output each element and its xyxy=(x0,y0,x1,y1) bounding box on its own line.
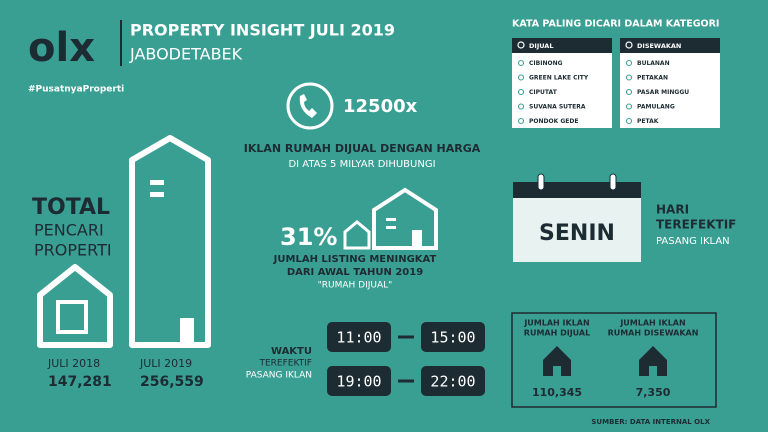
best-day-text: PASANG IKLAN xyxy=(656,236,730,247)
title: PROPERTY INSIGHT JULI 2019 xyxy=(130,21,395,40)
calendar-ring xyxy=(609,173,617,191)
best-day: SENIN xyxy=(539,221,615,246)
time-slot: 19:00 xyxy=(336,373,381,391)
clock xyxy=(421,322,485,352)
phone-handset xyxy=(299,94,317,118)
time-slot: 15:00 xyxy=(430,329,475,347)
clock xyxy=(327,322,391,352)
search-icon xyxy=(625,74,633,81)
source: SUMBER: DATA INTERNAL OLX xyxy=(591,418,710,426)
search-icon xyxy=(517,41,525,49)
keyword-item: PAMULANG xyxy=(637,104,675,111)
house-door xyxy=(649,366,657,376)
total-label: PENCARI xyxy=(34,221,104,240)
logo: olx xyxy=(28,25,95,71)
building-window xyxy=(150,180,164,185)
calendar-top xyxy=(513,182,641,198)
counts-panel xyxy=(511,312,717,408)
call-text: IKLAN RUMAH DIJUAL DENGAN HARGA xyxy=(244,142,481,155)
search-icon xyxy=(517,59,525,67)
count-label: RUMAH DIJUAL xyxy=(524,329,590,338)
total-label: PROPERTI xyxy=(34,241,112,260)
house-icon xyxy=(372,187,438,250)
clock xyxy=(421,366,485,396)
count-value: 7,350 xyxy=(636,386,671,399)
house-icon xyxy=(343,220,371,250)
year-label: JULI 2019 xyxy=(139,357,192,370)
region: JABODETABEK xyxy=(129,45,243,64)
keyword-heading: DISEWAKAN xyxy=(637,42,681,50)
year-value: 256,559 xyxy=(140,374,204,390)
count-label: RUMAH DISEWAKAN xyxy=(608,329,699,338)
time-label: TEREFEKTIF xyxy=(258,359,312,369)
listing-text: "RUMAH DIJUAL" xyxy=(318,281,393,291)
search-icon xyxy=(517,74,525,81)
keyword-search xyxy=(512,38,612,53)
keyword-item: SUVANA SUTERA xyxy=(529,104,586,111)
building-icon xyxy=(129,135,211,348)
clock xyxy=(327,366,391,396)
search-icon xyxy=(517,88,525,96)
time-slot: 11:00 xyxy=(336,329,381,347)
clock-panels xyxy=(327,322,485,396)
count-value: 110,345 xyxy=(532,386,582,399)
keyword-item: PASAR MINGGU xyxy=(637,89,689,96)
year-value: 147,281 xyxy=(48,374,112,390)
best-day-text: HARI xyxy=(656,203,689,217)
keyword-item: GREEN LAKE CITY xyxy=(529,75,589,82)
year-label: JULI 2018 xyxy=(47,357,100,370)
search-icon xyxy=(625,103,633,110)
best-day-text: TEREFEKTIF xyxy=(656,218,736,232)
building-door xyxy=(180,318,194,345)
time-label: WAKTU xyxy=(271,346,312,357)
keyword-item: CIPUTAT xyxy=(529,89,558,96)
keyword-item: CIBINONG xyxy=(529,60,563,67)
keyword-lists: DIJUAL CIBINONG GREEN LAKE CITY CIPUTAT SUVA… xyxy=(512,38,720,128)
keywords-title: KATA PALING DICARI DALAM KATEGORI xyxy=(512,19,719,30)
search-icon xyxy=(625,88,633,96)
search-icon xyxy=(517,117,525,125)
count-label: JUMLAH IKLAN xyxy=(619,319,685,328)
keyword-heading: DIJUAL xyxy=(529,42,553,50)
keyword-item: BULANAN xyxy=(637,60,670,67)
house-icon xyxy=(37,264,113,348)
house-icon xyxy=(639,346,667,376)
house-door xyxy=(412,230,422,248)
house-icon xyxy=(543,346,571,376)
phone-icon xyxy=(286,82,334,130)
building-window xyxy=(150,192,164,197)
search-icon xyxy=(625,59,633,67)
search-icon xyxy=(625,41,633,49)
search-icon xyxy=(517,103,525,110)
search-icon xyxy=(625,117,633,125)
calendar-ring xyxy=(537,173,545,191)
keyword-item: PONDOK GEDE xyxy=(529,118,578,125)
count-label: JUMLAH IKLAN xyxy=(523,319,589,328)
keyword-item: PETAKAN xyxy=(637,75,668,82)
keyword-item: PETAK xyxy=(637,118,659,125)
hashtag: #PusatnyaProperti xyxy=(28,85,124,95)
listing-text: DARI AWAL TAHUN 2019 xyxy=(287,267,423,278)
listing-percent: 31% xyxy=(280,223,337,251)
house-door xyxy=(553,366,561,376)
listing-text: JUMLAH LISTING MENINGKAT xyxy=(273,254,437,265)
house-window xyxy=(386,218,396,221)
call-count: 12500x xyxy=(343,96,418,117)
total-label: TOTAL xyxy=(32,195,110,220)
house-window xyxy=(386,226,396,229)
time-label: PASANG IKLAN xyxy=(246,371,312,381)
house-window xyxy=(56,300,88,334)
call-text: DI ATAS 5 MILYAR DIHUBUNGI xyxy=(288,159,435,170)
keyword-search xyxy=(620,38,720,53)
time-slot: 22:00 xyxy=(430,373,475,391)
